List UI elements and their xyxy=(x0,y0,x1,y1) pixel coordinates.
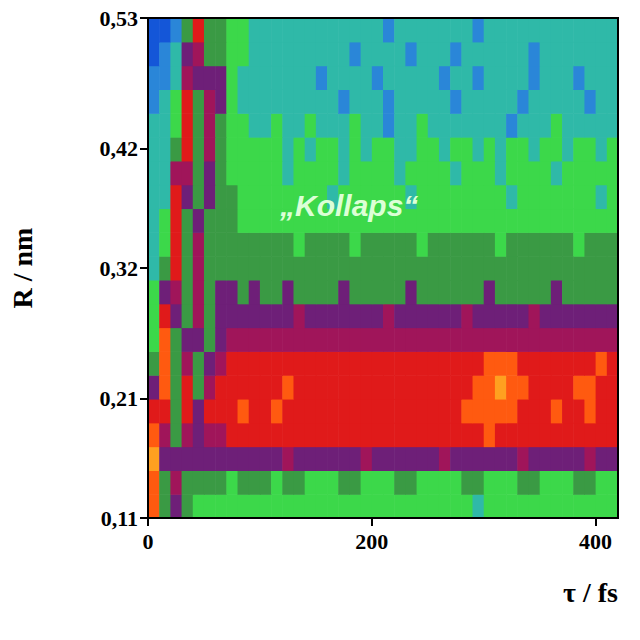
svg-text:400: 400 xyxy=(579,529,612,554)
svg-text:0,32: 0,32 xyxy=(100,256,139,281)
svg-text:200: 200 xyxy=(355,529,388,554)
svg-text:R / nm: R / nm xyxy=(7,228,38,309)
svg-text:τ / fs: τ / fs xyxy=(563,577,618,608)
svg-text:0,21: 0,21 xyxy=(100,386,139,411)
svg-text:0,53: 0,53 xyxy=(100,6,139,31)
svg-text:„Kollaps“: „Kollaps“ xyxy=(279,189,418,222)
svg-text:0: 0 xyxy=(143,529,154,554)
svg-text:0,42: 0,42 xyxy=(100,136,139,161)
svg-text:0,11: 0,11 xyxy=(101,506,138,531)
